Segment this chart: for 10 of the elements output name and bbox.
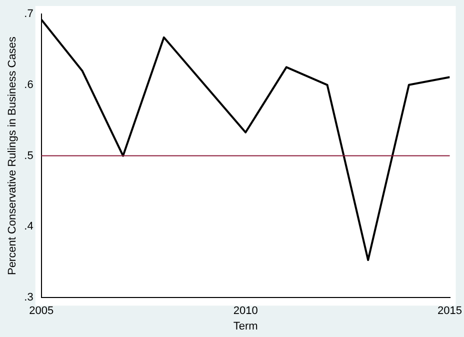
y-tick-label: .4 xyxy=(24,220,34,233)
y-axis-title: Percent Conservative Rulings in Business Cases xyxy=(6,36,19,276)
y-tick-label: .6 xyxy=(24,78,34,91)
y-tick-label: .5 xyxy=(24,150,34,162)
y-tick-label: .7 xyxy=(24,8,34,20)
x-axis-title: Term xyxy=(233,320,258,332)
x-tick-label: 2015 xyxy=(438,305,462,318)
x-tick-label: 2010 xyxy=(233,305,258,318)
x-tick-label: 2005 xyxy=(29,305,54,318)
y-tick-label: .3 xyxy=(24,292,34,304)
